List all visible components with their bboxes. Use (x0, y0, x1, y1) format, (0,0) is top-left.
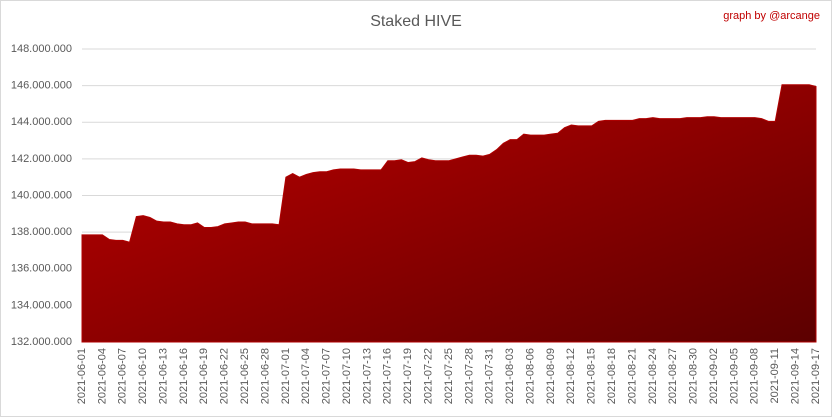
x-tick-label: 2021-09-14 (790, 348, 802, 404)
x-tick-label: 2021-06-10 (137, 348, 149, 404)
x-tick-label: 2021-06-01 (76, 348, 88, 404)
x-tick-label: 2021-07-13 (361, 348, 373, 404)
x-tick-label: 2021-09-17 (810, 348, 822, 404)
x-tick-label: 2021-09-02 (708, 348, 720, 404)
x-tick-label: 2021-07-25 (443, 348, 455, 404)
x-tick-label: 2021-06-25 (239, 348, 251, 404)
x-tick-label: 2021-09-08 (749, 348, 761, 404)
x-tick-label: 2021-08-24 (647, 348, 659, 404)
x-tick-label: 2021-08-30 (688, 348, 700, 404)
annotation: graph by @arcange (723, 10, 820, 22)
x-tick-label: 2021-06-13 (157, 348, 169, 404)
x-tick-label: 2021-08-18 (606, 348, 618, 404)
x-tick-label: 2021-09-11 (769, 348, 781, 403)
x-tick-label: 2021-08-21 (626, 348, 638, 404)
y-tick-label: 134.000.000 (11, 299, 72, 311)
area (81, 84, 817, 343)
x-tick-label: 2021-06-04 (96, 348, 108, 404)
y-tick-label: 146.000.000 (11, 80, 72, 92)
x-tick-label: 2021-08-27 (667, 348, 679, 404)
x-tick-label: 2021-08-12 (565, 348, 577, 404)
x-tick-label: 2021-08-06 (524, 348, 536, 404)
x-tick-label: 2021-08-15 (586, 348, 598, 404)
x-tick-label: 2021-07-22 (423, 348, 435, 404)
y-tick-label: 144.000.000 (11, 116, 72, 128)
x-tick-label: 2021-07-31 (484, 348, 496, 404)
chart-title: Staked HIVE (370, 13, 462, 30)
x-tick-label: 2021-07-19 (402, 348, 414, 404)
x-tick-label: 2021-09-05 (728, 348, 740, 404)
x-tick-label: 2021-06-07 (117, 348, 129, 404)
y-tick-label: 132.000.000 (11, 336, 72, 348)
x-tick-label: 2021-06-28 (259, 348, 271, 404)
y-tick-label: 142.000.000 (11, 153, 72, 165)
x-tick-label: 2021-07-10 (341, 348, 353, 404)
y-tick-label: 140.000.000 (11, 189, 72, 201)
x-tick-label: 2021-06-19 (198, 348, 210, 404)
x-tick-label: 2021-08-03 (504, 348, 516, 404)
x-tick-label: 2021-07-28 (463, 348, 475, 404)
x-tick-label: 2021-08-09 (545, 348, 557, 404)
y-tick-label: 148.000.000 (11, 43, 72, 55)
y-tick-label: 138.000.000 (11, 226, 72, 238)
x-tick-label: 2021-07-07 (321, 348, 333, 404)
y-tick-label: 136.000.000 (11, 263, 72, 275)
x-tick-label: 2021-07-01 (280, 348, 292, 404)
x-tick-label: 2021-07-04 (300, 348, 312, 404)
x-tick-label: 2021-06-22 (219, 348, 231, 404)
x-tick-label: 2021-07-16 (382, 348, 394, 404)
x-tick-label: 2021-06-16 (178, 348, 190, 404)
